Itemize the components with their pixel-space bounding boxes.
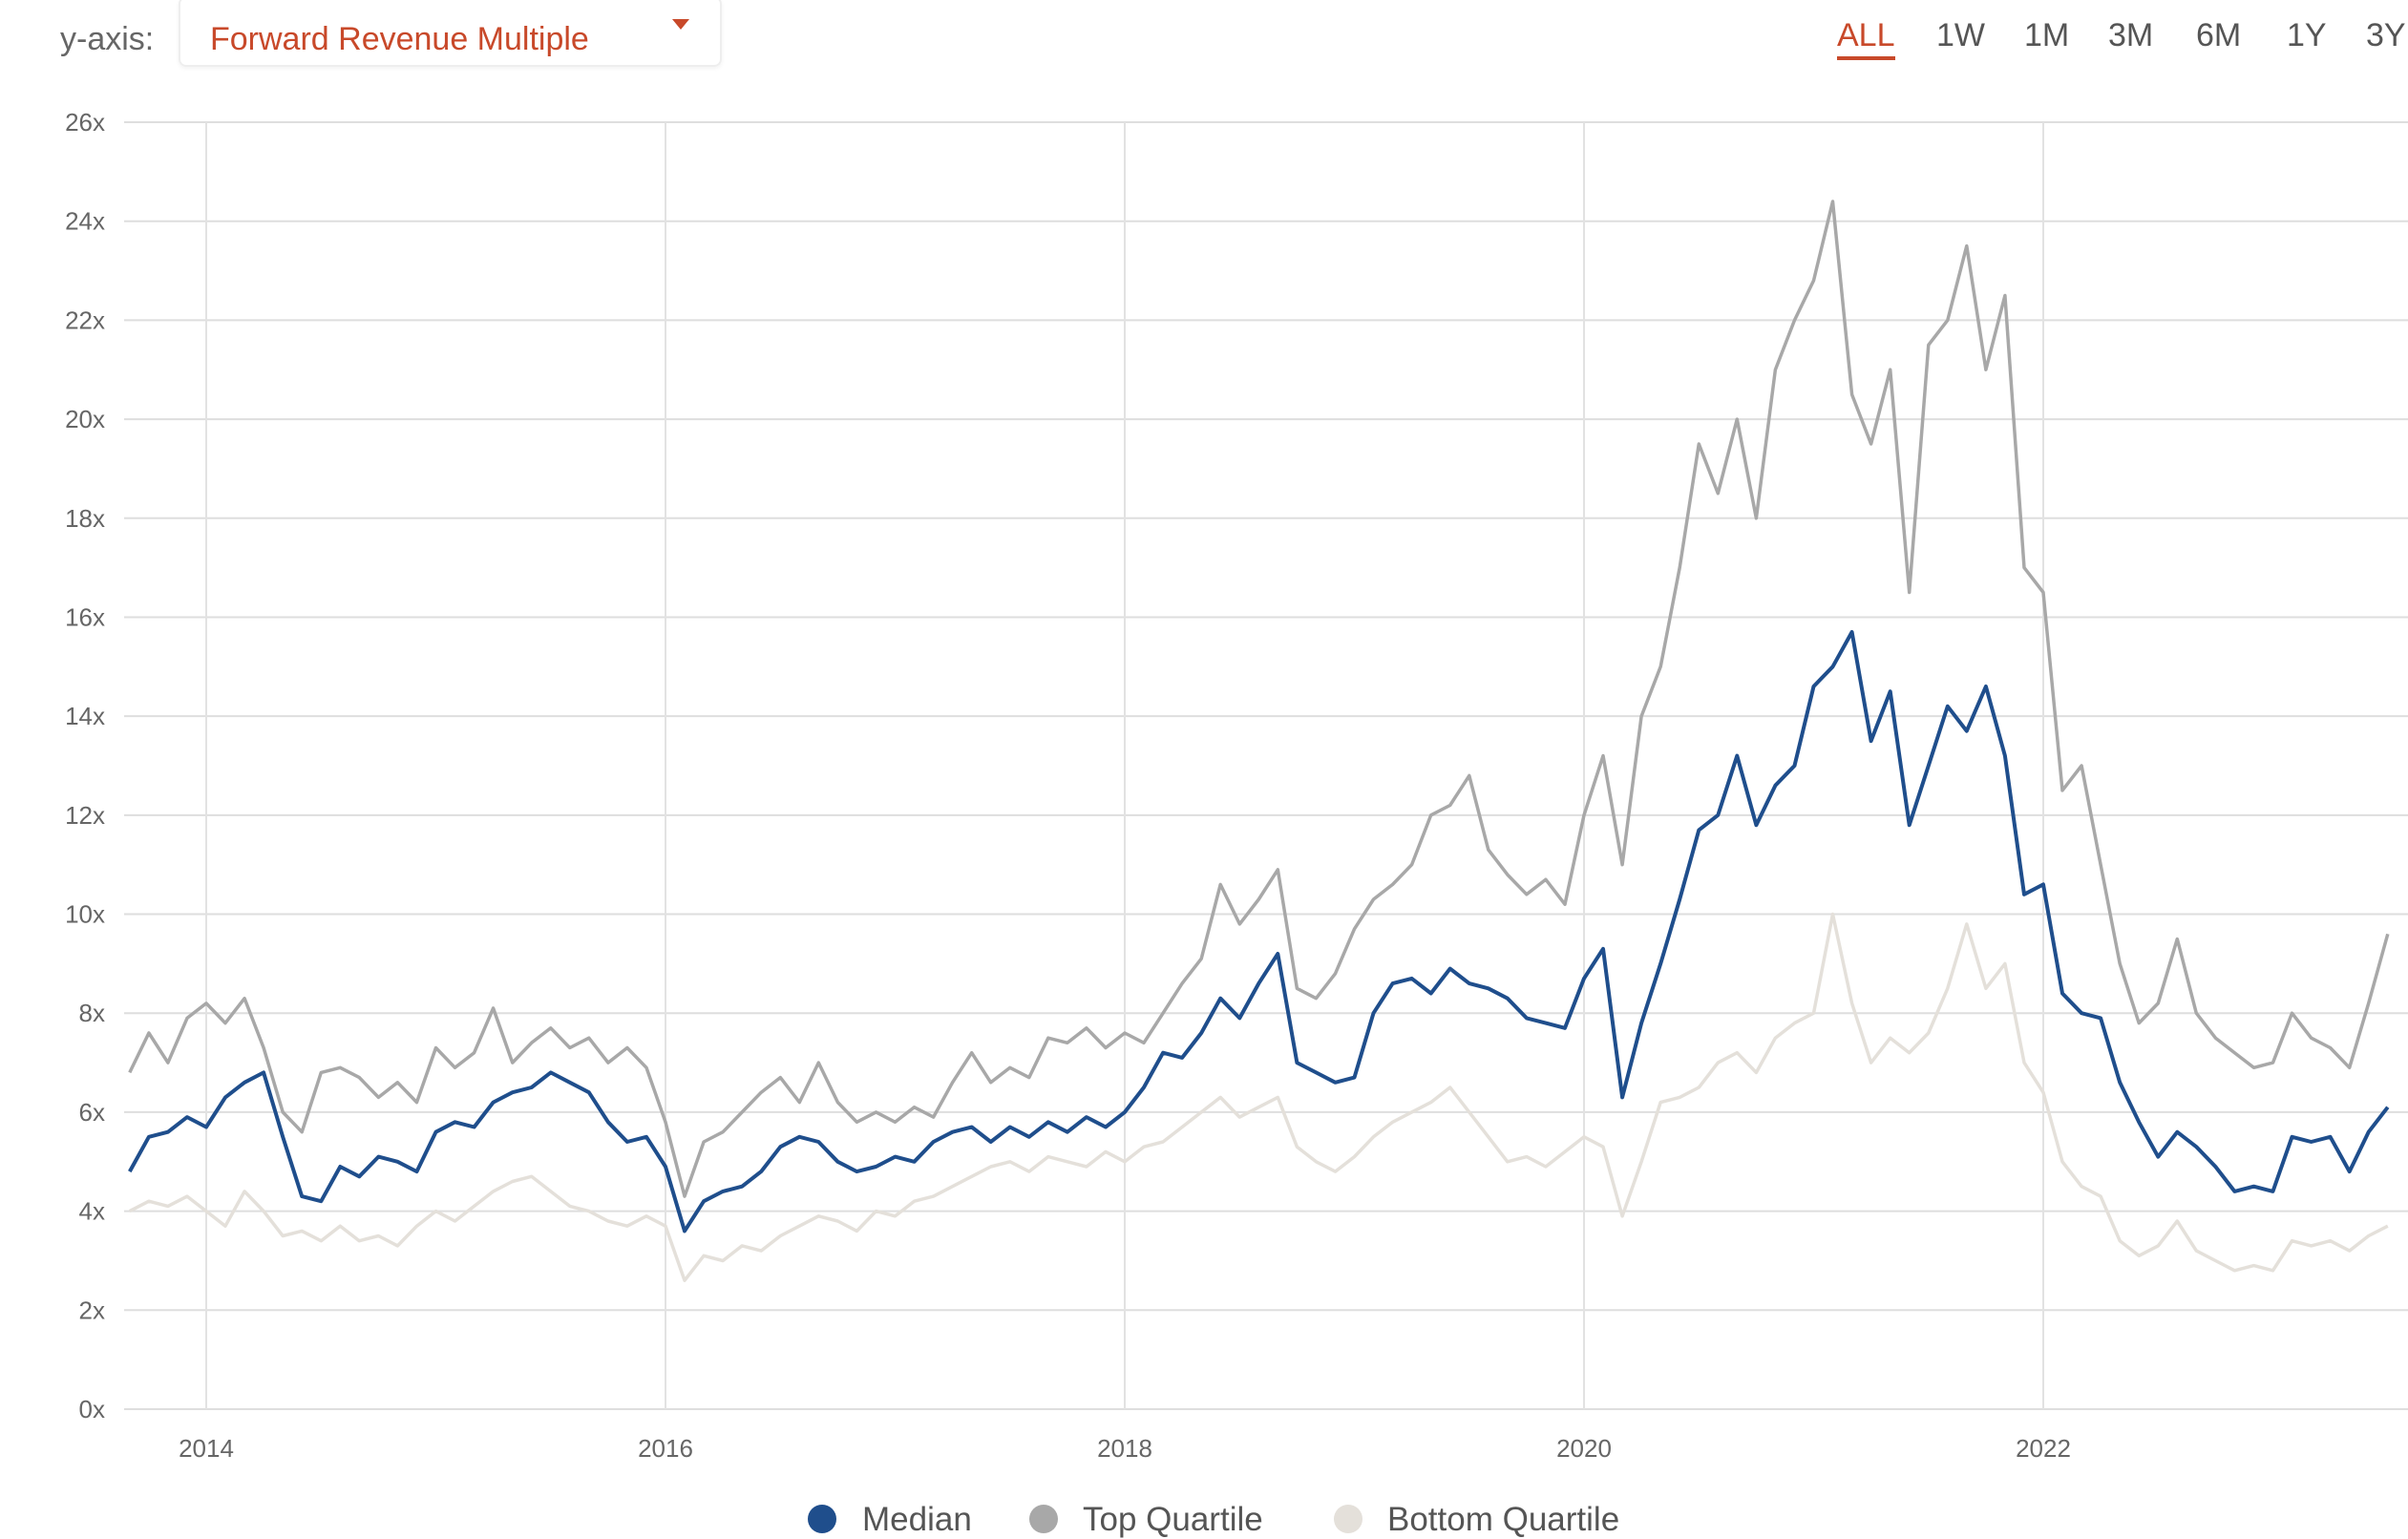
legend-bottom-quartile-label[interactable]: Bottom Quartile — [1387, 1501, 1620, 1538]
y-tick-label: 8x — [79, 999, 105, 1027]
legend-top-quartile-marker[interactable] — [1029, 1505, 1058, 1533]
legend-median-label[interactable]: Median — [862, 1501, 972, 1538]
yaxis-selector-label: y-axis: — [60, 21, 155, 57]
y-tick-label: 6x — [79, 1098, 105, 1127]
series-line-top-quartile[interactable] — [128, 200, 2390, 1198]
legend: Median Top Quartile Bottom Quartile — [0, 1499, 2408, 1538]
range-6m-button[interactable]: 6M — [2196, 17, 2242, 53]
range-1y-button[interactable]: 1Y — [2287, 17, 2327, 53]
y-tick-label: 16x — [65, 602, 105, 631]
x-tick-label: 2020 — [1556, 1434, 1612, 1463]
legend-bottom-quartile-marker[interactable] — [1334, 1505, 1362, 1533]
x-tick-label: 2022 — [2016, 1434, 2071, 1463]
range-all-button[interactable]: ALL — [1837, 17, 1895, 60]
x-tick-label: 2016 — [638, 1434, 693, 1463]
legend-median-marker[interactable] — [808, 1505, 836, 1533]
y-tick-label: 0x — [79, 1395, 105, 1423]
grid — [124, 121, 2408, 1410]
series-lines — [128, 200, 2390, 1282]
y-tick-label: 10x — [65, 900, 105, 929]
series-line-bottom-quartile[interactable] — [128, 912, 2389, 1282]
x-tick-label: 2014 — [179, 1434, 234, 1463]
y-tick-label: 24x — [65, 207, 105, 236]
series-line-median[interactable] — [128, 630, 2390, 1233]
dropdown-selected-value: Forward Revenue Multiple — [210, 21, 589, 57]
y-tick-label: 4x — [79, 1197, 105, 1226]
y-tick-label: 18x — [65, 504, 105, 533]
x-axis-ticks: 2014 2016 2018 2020 2022 — [179, 1434, 2071, 1463]
range-1w-button[interactable]: 1W — [1936, 17, 1985, 53]
y-tick-label: 22x — [65, 306, 105, 334]
range-3y-button[interactable]: 3Y — [2366, 17, 2406, 53]
y-tick-label: 12x — [65, 801, 105, 830]
y-tick-label: 20x — [65, 405, 105, 433]
time-range-selector: ALL 1W 1M 3M 6M 1Y 3Y — [0, 17, 2408, 74]
line-chart: 0x 2x 4x 6x 8x 10x 12x 14x 16x 18x 20x 22x 24x 26x 20… — [65, 108, 2408, 1463]
y-tick-label: 2x — [79, 1296, 105, 1324]
y-tick-label: 14x — [65, 702, 105, 730]
legend-top-quartile-label[interactable]: Top Quartile — [1083, 1501, 1263, 1538]
caret-down-icon — [672, 19, 689, 30]
y-axis-ticks: 0x 2x 4x 6x 8x 10x 12x 14x 16x 18x 20x 22x 24x 26x — [65, 108, 105, 1423]
yaxis-metric-dropdown[interactable]: Forward Revenue Multiple — [179, 0, 722, 67]
range-3m-button[interactable]: 3M — [2108, 17, 2154, 53]
range-1m-button[interactable]: 1M — [2024, 17, 2070, 53]
x-tick-label: 2018 — [1097, 1434, 1152, 1463]
y-tick-label: 26x — [65, 108, 105, 137]
